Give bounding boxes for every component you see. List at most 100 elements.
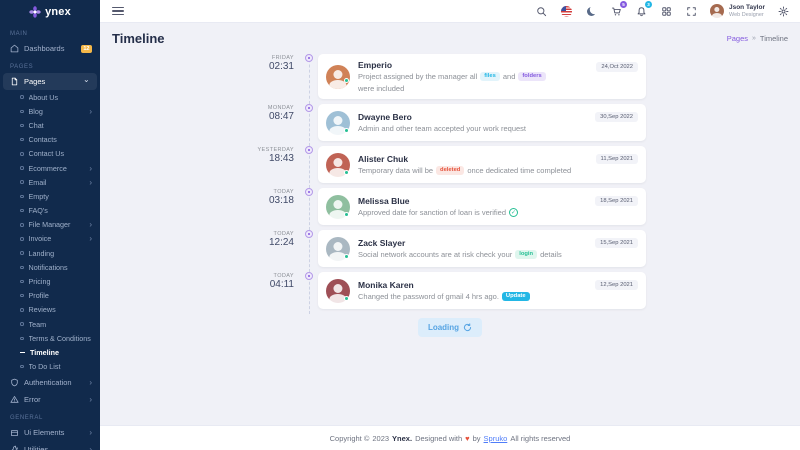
sidebar-item-label: Empty [28, 191, 49, 201]
timeline-card[interactable]: Zack Slayer Social network accounts are … [318, 230, 646, 267]
settings-button[interactable] [776, 4, 790, 18]
cart-icon [612, 7, 622, 15]
timeline: Friday 02:31 Emperio Project assigned by … [254, 54, 646, 337]
sidebar-item-ui-elements[interactable]: Ui Elements [0, 424, 100, 441]
sidebar-item-label: Dashboards [24, 44, 65, 53]
online-status-dot [344, 212, 349, 217]
sidebar-item-team[interactable]: Team [0, 317, 100, 331]
section-label-pages: Pages [10, 64, 34, 70]
sidebar-item-notifications[interactable]: Notifications [0, 260, 100, 274]
bullet-icon [20, 194, 24, 199]
apps-button[interactable] [660, 4, 674, 18]
sidebar-item-label: Email [28, 177, 47, 187]
timeline-entry: Yesterday 18:43 Alister Chuk Temporary da… [254, 146, 646, 188]
timeline-node-icon [305, 54, 313, 62]
fullscreen-button[interactable] [685, 4, 699, 18]
sidebar-item-about-us[interactable]: About Us [0, 90, 100, 104]
sidebar-item-to-do-list[interactable]: To Do List [0, 360, 100, 374]
sidebar-item-empty[interactable]: Empty [0, 189, 100, 203]
timeline-card[interactable]: Monika Karen Changed the password of gma… [318, 272, 646, 309]
sidebar-item-contacts[interactable]: Contacts [0, 133, 100, 147]
sidebar-item-ecommerce[interactable]: Ecommerce [0, 161, 100, 175]
verified-check-icon: ✓ [509, 208, 519, 217]
bell-icon [638, 6, 646, 16]
spruko-link[interactable]: Spruko [483, 433, 508, 443]
loading-button[interactable]: Loading [417, 318, 483, 337]
sidebar-item-pages[interactable]: Pages [3, 73, 97, 90]
sidebar-item-faqs[interactable]: FAQ's [0, 204, 100, 218]
menu-toggle-icon[interactable] [112, 5, 124, 18]
entry-date-badge: 11,Sep 2021 [595, 154, 638, 164]
notifications-count-badge: 3 [644, 1, 652, 8]
entry-time: 02:31 [268, 61, 294, 72]
section-label-main: Main [10, 31, 28, 37]
heart-icon: ♥ [465, 433, 470, 443]
breadcrumb-parent[interactable]: Pages [726, 34, 749, 43]
sidebar-item-invoice[interactable]: Invoice [0, 232, 100, 246]
sidebar-item-contact-us[interactable]: Contact Us [0, 147, 100, 161]
footer-year: 2023 [372, 433, 390, 443]
sidebar-item-chat[interactable]: Chat [0, 118, 100, 132]
sidebar-item-label: To Do List [28, 362, 61, 372]
dashboards-count-badge: 12 [80, 44, 92, 53]
sidebar-item-label: Profile [28, 291, 49, 301]
entry-text: Temporary data will be [358, 166, 434, 175]
timeline-entry: Today 03:18 Melissa Blue Approved date fo… [254, 188, 646, 230]
deleted-badge: deleted [436, 166, 465, 175]
notifications-button[interactable]: 3 [635, 1, 652, 18]
dark-mode-button[interactable] [585, 4, 599, 18]
timeline-entry: Today 04:11 Monika Karen Changed the pass… [254, 272, 646, 314]
user-menu[interactable]: Json Taylor Web Designer [709, 4, 765, 18]
chevron-down-icon [83, 77, 89, 86]
sidebar-item-landing[interactable]: Landing [0, 246, 100, 260]
sidebar-item-label: Invoice [28, 234, 52, 244]
sidebar: ynex Main Dashboards 12 Pages Pages Abou… [0, 0, 100, 450]
bullet-icon [20, 180, 24, 184]
bullet-icon [20, 137, 24, 142]
header: 5 3 Json Taylor Web Designer [100, 0, 800, 23]
sidebar-item-label: Landing [28, 248, 55, 258]
language-flag-button[interactable] [560, 4, 574, 18]
timeline-node-icon [305, 104, 313, 112]
chevron-right-icon [86, 378, 92, 387]
sidebar-item-authentication[interactable]: Authentication [0, 374, 100, 391]
bullet-icon [20, 308, 24, 312]
timeline-card[interactable]: Melissa Blue Approved date for sanction … [318, 188, 646, 225]
entry-name: Dwayne Bero [358, 112, 412, 122]
chevron-right-icon [86, 164, 92, 173]
sidebar-item-dashboards[interactable]: Dashboards 12 [0, 40, 100, 57]
entry-time: 08:47 [268, 111, 294, 122]
search-button[interactable] [535, 4, 549, 18]
sidebar-item-reviews[interactable]: Reviews [0, 303, 100, 317]
sidebar-item-label: Terms & Conditions [28, 333, 91, 343]
sidebar-item-error[interactable]: Error [0, 391, 100, 408]
sidebar-item-timeline[interactable]: Timeline [0, 345, 100, 359]
file-icon [11, 77, 18, 86]
sidebar-item-profile[interactable]: Profile [0, 289, 100, 303]
sidebar-item-terms[interactable]: Terms & Conditions [0, 331, 100, 345]
footer-brand: Ynex. [392, 433, 413, 443]
us-flag-icon [561, 5, 573, 17]
sidebar-item-pricing[interactable]: Pricing [0, 274, 100, 288]
timeline-card[interactable]: Dwayne Bero Admin and other team accepte… [318, 104, 646, 141]
bullet-icon [20, 208, 24, 213]
sidebar-item-blog[interactable]: Blog [0, 104, 100, 118]
timeline-card[interactable]: Alister Chuk Temporary data will be dele… [318, 146, 646, 183]
brand-logo[interactable]: ynex [0, 0, 100, 24]
sidebar-item-label: Authentication [24, 377, 72, 387]
cart-button[interactable]: 5 [610, 1, 627, 18]
entry-day: Yesterday [257, 147, 294, 153]
chevron-right-icon [86, 395, 92, 404]
sidebar-item-file-manager[interactable]: File Manager [0, 218, 100, 232]
folders-badge: folders [518, 72, 546, 81]
timeline-node-icon [305, 230, 313, 238]
sidebar-item-utilities[interactable]: Utilities [0, 441, 100, 450]
timeline-card[interactable]: Emperio Project assigned by the manager … [318, 54, 646, 99]
entry-name: Emperio [358, 60, 393, 70]
entry-day: Monday [267, 105, 294, 111]
bullet-icon [20, 123, 24, 128]
bullet-icon [20, 364, 24, 369]
sidebar-item-email[interactable]: Email [0, 175, 100, 189]
sidebar-item-label: Contacts [28, 135, 57, 145]
online-status-dot [344, 254, 349, 259]
